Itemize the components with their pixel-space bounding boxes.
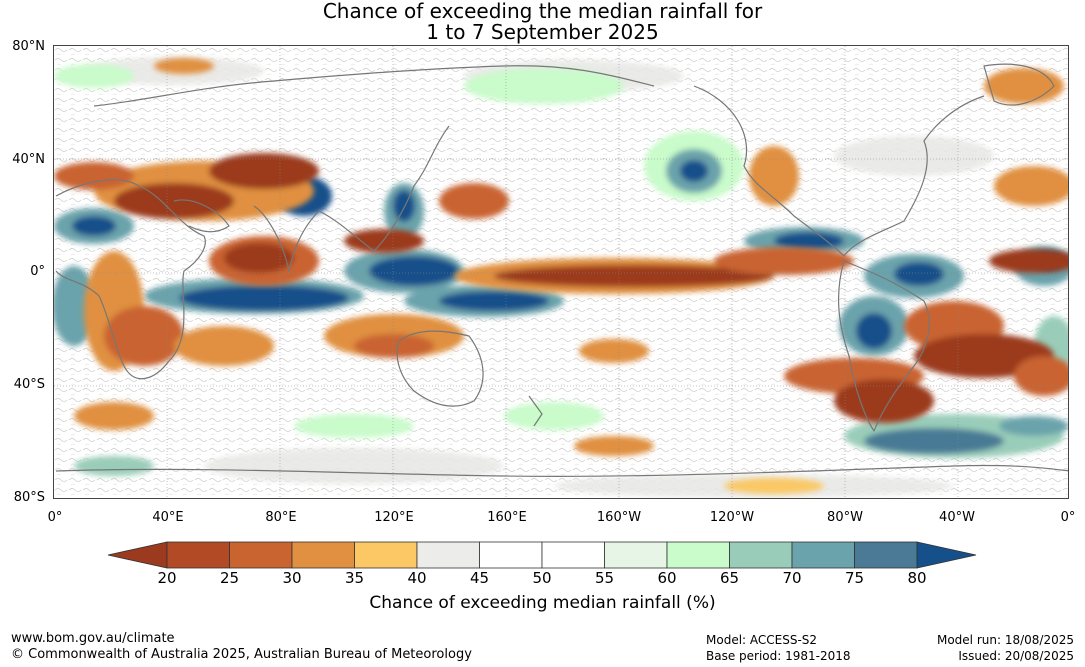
colorbar-tick-label: 30 xyxy=(282,569,302,587)
footer-left: www.bom.gov.au/climate © Commonwealth of… xyxy=(11,631,472,663)
model-name: Model: ACCESS-S2 xyxy=(706,633,818,647)
colorbar-segment xyxy=(541,541,605,569)
rainfall-probability-map xyxy=(53,45,1069,499)
lat-label-0: 0° xyxy=(30,264,45,279)
footer-model-info: Model: ACCESS-S2 Base period: 1981-2018 xyxy=(706,632,851,664)
colorbar-tick-label: 65 xyxy=(719,569,740,587)
colorbar-segment xyxy=(479,541,543,569)
coastlines xyxy=(55,63,1068,477)
lon-label-160w: 160°W xyxy=(596,510,642,525)
colorbar-segment xyxy=(291,541,355,569)
lat-label-80s: 80°S xyxy=(13,490,45,505)
colorbar-arrow-high xyxy=(916,541,977,569)
model-run-date: Model run: 18/08/2025 xyxy=(936,633,1074,647)
map-title-line2: 1 to 7 September 2025 xyxy=(426,20,659,44)
colorbar-segment xyxy=(354,541,418,569)
colorbar-segment xyxy=(666,541,730,569)
colorbar-tick-label: 70 xyxy=(782,569,802,587)
colorbar-segment xyxy=(791,541,855,569)
copyright-text: © Commonwealth of Australia 2025, Austra… xyxy=(11,647,472,662)
lon-label-120e: 120°E xyxy=(374,510,414,525)
lon-label-0-left: 0° xyxy=(47,510,63,525)
colorbar-arrow-low xyxy=(107,541,168,569)
lon-label-160e: 160°E xyxy=(487,510,527,525)
wetter-than-median-regions xyxy=(54,64,1068,476)
colorbar-tick-label: 25 xyxy=(219,569,240,587)
colorbar-tick-label: 55 xyxy=(594,569,615,587)
colorbar-tick-label: 60 xyxy=(657,569,677,587)
footer-dates: Model run: 18/08/2025 Issued: 20/08/2025 xyxy=(937,632,1074,664)
colorbar-segment xyxy=(729,541,793,569)
colorbar-segment xyxy=(604,541,668,569)
map-canvas xyxy=(54,46,1068,498)
issued-date: Issued: 20/08/2025 xyxy=(958,649,1074,663)
lon-label-40w: 40°W xyxy=(939,510,975,525)
colorbar-segment xyxy=(166,541,230,569)
base-period: Base period: 1981-2018 xyxy=(706,649,851,663)
lon-label-0-right: 0° xyxy=(1060,510,1076,525)
website-link[interactable]: www.bom.gov.au/climate xyxy=(11,631,175,646)
colorbar-tick-label: 80 xyxy=(907,569,927,587)
colorbar-tick-label: 75 xyxy=(844,569,865,587)
lon-label-40e: 40°E xyxy=(152,510,184,525)
colorbar-label: Chance of exceeding median rainfall (%) xyxy=(369,593,716,613)
colorbar-tick-label: 20 xyxy=(157,569,177,587)
lon-label-120w: 120°W xyxy=(709,510,755,525)
map-title-line1: Chance of exceeding the median rainfall … xyxy=(322,0,763,23)
colorbar-tick-label: 45 xyxy=(469,569,490,587)
lon-label-80e: 80°E xyxy=(265,510,297,525)
colorbar-segment xyxy=(416,541,480,569)
colorbar xyxy=(107,541,977,569)
drier-than-median-regions xyxy=(54,58,1068,494)
colorbar-segment xyxy=(229,541,293,569)
colorbar-tick-label: 40 xyxy=(407,569,427,587)
colorbar-segment xyxy=(854,541,918,569)
colorbar-segments xyxy=(107,541,977,569)
lat-label-40n: 40°N xyxy=(12,152,45,167)
lon-label-80w: 80°W xyxy=(827,510,863,525)
lat-label-80n: 80°N xyxy=(12,39,45,54)
colorbar-tick-label: 50 xyxy=(532,569,552,587)
lat-label-40s: 40°S xyxy=(13,377,45,392)
graticule xyxy=(54,46,1068,498)
colorbar-tick-label: 35 xyxy=(344,569,365,587)
